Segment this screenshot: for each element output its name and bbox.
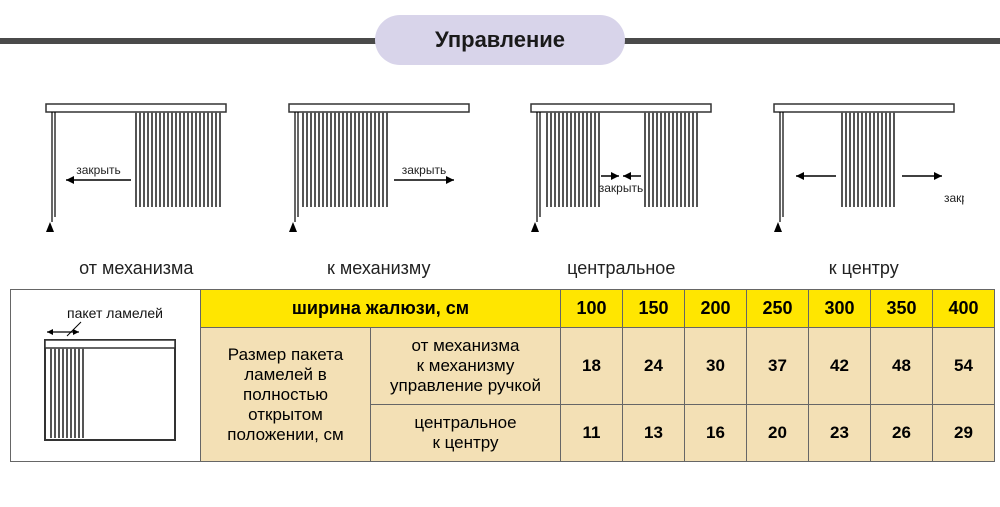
table-cell: 42 bbox=[809, 328, 871, 405]
table-cell: 11 bbox=[561, 405, 623, 462]
table-cell: 18 bbox=[561, 328, 623, 405]
table-width-col: 100 bbox=[561, 290, 623, 328]
svg-text:закрыть: закрыть bbox=[402, 163, 446, 177]
svg-text:закрыть: закрыть bbox=[599, 181, 643, 195]
svg-text:закрыть: закрыть bbox=[944, 191, 964, 205]
table-width-col: 150 bbox=[623, 290, 685, 328]
table-cell: 13 bbox=[623, 405, 685, 462]
table-cell: 24 bbox=[623, 328, 685, 405]
diagram-caption: от механизма bbox=[79, 258, 193, 279]
table-width-col: 200 bbox=[685, 290, 747, 328]
diagram-to_mechanism: закрыть к механизму bbox=[279, 90, 479, 279]
table-row-label: от механизмак механизмууправление ручкой bbox=[371, 328, 561, 405]
table-cell: 48 bbox=[871, 328, 933, 405]
diagram-from_mechanism: закрыть от механизма bbox=[36, 90, 236, 279]
header-bar: Управление bbox=[0, 10, 1000, 70]
diagram-central: закрыть центральное bbox=[521, 90, 721, 279]
spec-table-wrap: пакет ламелей ширина жалюзи, см100150200… bbox=[0, 289, 1000, 472]
table-cell: 23 bbox=[809, 405, 871, 462]
page-title: Управление bbox=[435, 27, 565, 52]
table-cell: 37 bbox=[747, 328, 809, 405]
table-cell: 20 bbox=[747, 405, 809, 462]
table-row-group-label: Размер пакета ламелей в полностью открыт… bbox=[201, 328, 371, 462]
diagram-caption: центральное bbox=[567, 258, 675, 279]
table-cell: 30 bbox=[685, 328, 747, 405]
svg-text:пакет ламелей: пакет ламелей bbox=[67, 305, 163, 321]
diagram-to_center: закрыть к центру bbox=[764, 90, 964, 279]
table-width-col: 250 bbox=[747, 290, 809, 328]
table-cell: 29 bbox=[933, 405, 995, 462]
page-title-pill: Управление bbox=[375, 15, 625, 65]
table-width-col: 300 bbox=[809, 290, 871, 328]
table-cell: 26 bbox=[871, 405, 933, 462]
svg-text:закрыть: закрыть bbox=[77, 163, 121, 177]
table-icon-cell: пакет ламелей bbox=[11, 290, 201, 462]
spec-table: пакет ламелей ширина жалюзи, см100150200… bbox=[10, 289, 995, 462]
table-cell: 16 bbox=[685, 405, 747, 462]
diagram-caption: к центру bbox=[829, 258, 899, 279]
table-width-header: ширина жалюзи, см bbox=[201, 290, 561, 328]
diagram-caption: к механизму bbox=[327, 258, 431, 279]
table-width-col: 400 bbox=[933, 290, 995, 328]
diagrams-row: закрыть от механизма закрыть к механизму з… bbox=[0, 70, 1000, 289]
table-cell: 54 bbox=[933, 328, 995, 405]
table-row-label: центральноек центру bbox=[371, 405, 561, 462]
table-width-col: 350 bbox=[871, 290, 933, 328]
